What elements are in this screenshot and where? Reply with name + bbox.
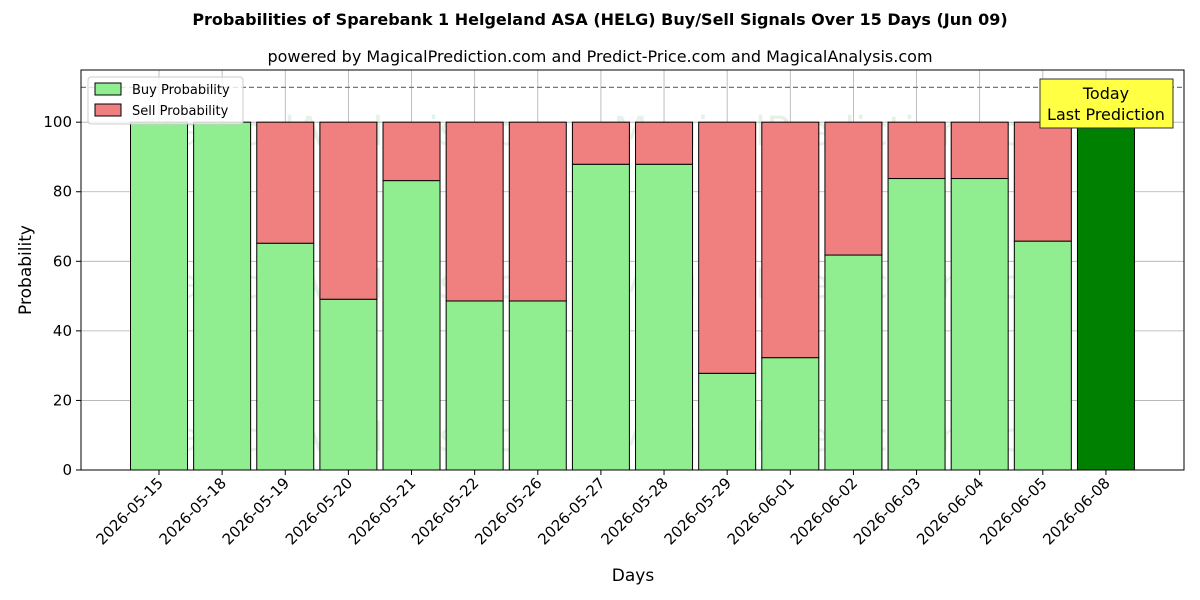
annotation-box: [1039, 78, 1174, 129]
x-tick-label: 2026-05-26: [471, 474, 545, 548]
bar-buy-2026-06-04: [950, 178, 1009, 471]
y-tick-label: 40: [53, 322, 72, 340]
y-tick-label: 100: [43, 113, 72, 131]
bar-buy-2026-05-15: [130, 121, 188, 471]
x-tick-label: 2026-06-03: [850, 474, 924, 548]
legend-frame: [87, 76, 244, 125]
bar-sell-2026-05-22: [445, 121, 504, 302]
bar-buy-2026-06-08: [1076, 121, 1135, 471]
bar-sell-2026-06-05: [1013, 121, 1072, 242]
legend-swatch-buy: [94, 82, 122, 96]
bar-buy-2026-05-28: [635, 163, 694, 471]
bar-buy-2026-05-27: [571, 163, 630, 471]
bar-sell-2026-05-19: [256, 121, 315, 244]
x-tick-label: 2026-05-29: [661, 474, 735, 548]
x-tick-label: 2026-05-18: [156, 474, 230, 548]
x-tick-label: 2026-06-01: [724, 474, 798, 548]
x-tick-label: 2026-05-28: [597, 474, 671, 548]
x-tick-label: 2026-06-05: [976, 474, 1050, 548]
annotation-line-2: Last Prediction: [1047, 105, 1165, 124]
bar-buy-2026-05-18: [193, 121, 252, 471]
y-axis-label: Probability: [16, 225, 36, 315]
plot-area-frame: [80, 69, 1185, 471]
x-tick-label: 2026-06-04: [913, 474, 987, 548]
x-tick-label: 2026-06-02: [787, 474, 861, 548]
bar-sell-2026-05-29: [698, 121, 757, 374]
bar-buy-2026-05-19: [256, 242, 315, 471]
x-tick-label: 2026-05-15: [92, 474, 166, 548]
bar-buy-2026-06-05: [1013, 240, 1072, 471]
x-tick-label: 2026-05-20: [282, 474, 356, 548]
legend-label-sell: Sell Probability: [132, 104, 229, 119]
bar-sell-2026-05-27: [571, 121, 630, 165]
bar-buy-2026-05-20: [319, 298, 378, 471]
bar-sell-2026-06-03: [887, 121, 946, 180]
x-axis-label: Days: [612, 566, 655, 586]
bar-sell-2026-06-02: [824, 121, 883, 256]
chart-subtitle: powered by MagicalPrediction.com and Pre…: [267, 47, 932, 66]
chart-title: Probabilities of Sparebank 1 Helgeland A…: [192, 10, 1007, 29]
bar-buy-2026-05-22: [445, 300, 504, 471]
x-tick-label: 2026-05-21: [345, 474, 419, 548]
x-tick-label: 2026-05-27: [534, 474, 608, 548]
bar-buy-2026-05-26: [508, 300, 567, 471]
x-axis-ticks: 2026-05-152026-05-182026-05-192026-05-20…: [92, 470, 1114, 548]
annotation-line-1: Today: [1082, 84, 1129, 103]
bar-sell-2026-06-01: [761, 121, 820, 359]
bar-sell-2026-05-20: [319, 121, 378, 300]
today-annotation: Today Last Prediction: [1039, 78, 1174, 129]
y-tick-label: 0: [62, 461, 72, 479]
bars-layer: [130, 121, 1135, 471]
bar-sell-2026-06-04: [950, 121, 1009, 180]
x-tick-label: 2026-06-08: [1039, 474, 1113, 548]
bar-sell-2026-05-26: [508, 121, 567, 302]
x-tick-label: 2026-05-22: [408, 474, 482, 548]
bar-buy-2026-06-01: [761, 357, 820, 471]
legend-label-buy: Buy Probability: [132, 83, 230, 98]
bar-buy-2026-06-02: [824, 254, 883, 471]
bar-buy-2026-05-21: [382, 180, 441, 471]
legend: Buy Probability Sell Probability: [87, 76, 244, 125]
bar-buy-2026-05-29: [698, 372, 757, 471]
y-tick-label: 20: [53, 391, 72, 409]
y-axis-ticks: 0 20 40 60 80 100: [43, 113, 81, 479]
bar-sell-2026-05-28: [635, 121, 694, 165]
y-tick-label: 60: [53, 252, 72, 270]
bar-sell-2026-05-21: [382, 121, 441, 182]
legend-swatch-sell: [94, 103, 122, 117]
x-tick-label: 2026-05-19: [219, 474, 293, 548]
y-tick-label: 80: [53, 183, 72, 201]
bar-buy-2026-06-03: [887, 178, 946, 471]
